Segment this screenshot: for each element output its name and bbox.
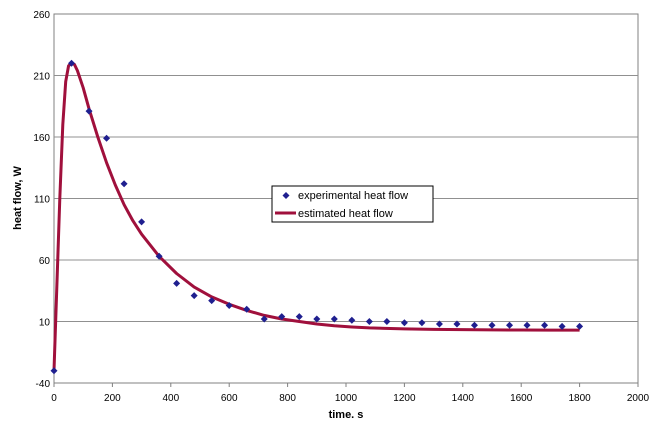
data-point-experimental [383,318,391,325]
data-point-experimental [155,252,163,260]
x-tick-label: 600 [221,393,238,404]
data-point-experimental [348,316,356,324]
y-tick-labels: -40 10 60 110 160 210 260 [33,10,50,390]
data-point-experimental [260,315,268,323]
x-tick-label: 2000 [627,393,650,404]
data-point-experimental [558,322,566,330]
x-tick-label: 800 [279,393,296,404]
data-point-experimental [208,297,216,305]
data-point-experimental [453,320,461,328]
data-point-experimental [541,321,549,329]
x-tick-label: 1600 [510,393,533,404]
y-tick-label: 10 [39,318,51,329]
y-tick-label: 60 [39,256,51,267]
y-axis-title: heat flow, W [12,166,24,230]
data-point-experimental [506,321,514,329]
data-point-experimental [138,218,146,226]
data-point-experimental [103,134,111,142]
data-point-experimental [470,321,478,329]
y-tick-label: 160 [33,133,50,144]
legend-label-estimated: estimated heat flow [298,208,393,220]
y-tick-label: 260 [33,10,50,21]
gridlines [54,75,638,322]
data-point-experimental [418,319,426,327]
x-tick-label: 400 [162,393,179,404]
data-point-experimental [173,279,181,287]
data-point-experimental [190,292,198,300]
data-point-experimental [313,315,321,323]
data-point-experimental [435,320,443,328]
data-point-experimental [120,180,128,188]
x-tick-label: 1200 [393,393,416,404]
data-point-experimental [400,319,408,327]
x-tick-label: 1000 [335,393,358,404]
data-point-experimental [488,321,496,329]
data-point-experimental [85,107,93,115]
series-points [50,59,584,375]
y-tick-label: -40 [36,379,51,390]
data-point-experimental [295,313,303,321]
x-tick-label: 1800 [568,393,591,404]
x-tick-label: 0 [51,393,57,404]
data-point-experimental [365,318,373,325]
y-tick-label: 210 [33,72,50,83]
data-point-experimental [243,305,251,313]
data-point-experimental [68,59,76,67]
legend: experimental heat flow estimated heat fl… [271,185,434,223]
legend-label-experimental: experimental heat flow [298,190,408,202]
data-point-experimental [523,321,531,329]
y-tick-label: 110 [34,195,50,206]
data-point-experimental [225,302,233,310]
data-point-experimental [278,313,286,321]
data-point-experimental [576,322,584,330]
data-point-experimental [50,367,58,375]
x-tick-labels: 0 200 400 600 800 1000 1200 1400 1600 1800 2000 [51,383,650,404]
legend-marker-experimental [282,192,290,199]
x-tick-label: 1400 [452,393,475,404]
x-tick-label: 200 [104,393,121,404]
data-point-experimental [330,315,338,323]
legend-box [271,185,434,223]
x-axis-title: time. s [329,409,364,421]
